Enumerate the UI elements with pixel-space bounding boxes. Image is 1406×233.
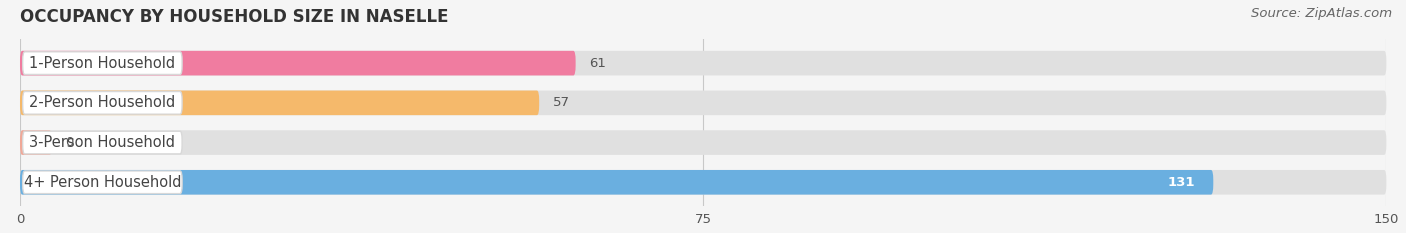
Text: 0: 0 — [66, 136, 75, 149]
FancyBboxPatch shape — [20, 91, 538, 115]
Text: OCCUPANCY BY HOUSEHOLD SIZE IN NASELLE: OCCUPANCY BY HOUSEHOLD SIZE IN NASELLE — [20, 8, 449, 26]
Text: Source: ZipAtlas.com: Source: ZipAtlas.com — [1251, 7, 1392, 20]
FancyBboxPatch shape — [22, 171, 183, 194]
Text: 2-Person Household: 2-Person Household — [30, 95, 176, 110]
FancyBboxPatch shape — [20, 51, 575, 75]
FancyBboxPatch shape — [20, 51, 1386, 75]
FancyBboxPatch shape — [20, 130, 52, 155]
FancyBboxPatch shape — [20, 170, 1213, 195]
Text: 3-Person Household: 3-Person Household — [30, 135, 176, 150]
Text: 131: 131 — [1167, 176, 1195, 189]
FancyBboxPatch shape — [20, 91, 1386, 115]
Text: 1-Person Household: 1-Person Household — [30, 56, 176, 71]
FancyBboxPatch shape — [20, 130, 1386, 155]
Text: 61: 61 — [589, 57, 606, 70]
FancyBboxPatch shape — [22, 92, 183, 114]
Text: 4+ Person Household: 4+ Person Household — [24, 175, 181, 190]
Text: 57: 57 — [553, 96, 569, 109]
FancyBboxPatch shape — [20, 170, 1386, 195]
FancyBboxPatch shape — [22, 131, 183, 154]
FancyBboxPatch shape — [22, 52, 183, 75]
